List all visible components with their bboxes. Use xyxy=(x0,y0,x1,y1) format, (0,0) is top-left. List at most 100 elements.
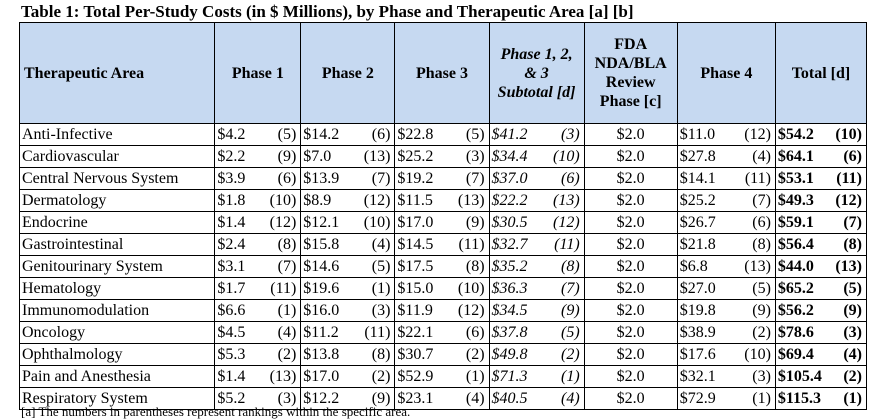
subtotal-cell-content: $30.5 (12) xyxy=(492,213,582,233)
phase-4-cell: $32.1 (3) xyxy=(676,365,776,388)
subtotal-cell-content: $34.4 (10) xyxy=(492,147,582,167)
table-row: Pain and Anesthesia $1.4 (13) $17.0 (2) $52.9… xyxy=(18,365,868,388)
phase-3-value: $19.2 xyxy=(397,169,434,187)
phase-1-cell: $1.4 (13) xyxy=(214,365,302,388)
phase-1-value: $3.1 xyxy=(217,257,246,275)
total-cell: $59.1 (7) xyxy=(774,211,868,234)
phase-3-value: $52.9 xyxy=(397,367,434,385)
subtotal-value: $40.5 xyxy=(491,389,528,407)
subtotal-cell: $41.2 (3) xyxy=(488,123,585,146)
phase-1-cell: $1.8 (10) xyxy=(214,189,302,212)
phase-3-value: $11.5 xyxy=(397,191,433,209)
phase-3-rank: (13) xyxy=(457,191,485,209)
total-cell-content: $69.4 (4) xyxy=(778,345,864,365)
phase-3-cell-content: $25.2 (3) xyxy=(397,147,486,167)
fda-review-cell: $2.0 xyxy=(583,233,678,256)
total-value: $54.2 xyxy=(777,125,814,143)
subtotal-rank: (3) xyxy=(560,125,580,143)
phase-3-cell: $19.2 (7) xyxy=(394,167,490,190)
phase-4-rank: (8) xyxy=(752,235,771,253)
subtotal-cell: $32.7 (11) xyxy=(488,233,585,256)
subtotal-value: $30.5 xyxy=(491,213,528,231)
therapeutic-area-cell: Central Nervous System xyxy=(18,167,216,190)
phase-1-cell: $3.9 (6) xyxy=(214,167,302,190)
phase-4-rank: (12) xyxy=(744,125,771,143)
phase-4-cell-content: $6.8 (13) xyxy=(680,257,773,277)
phase-2-cell-content: $12.1 (10) xyxy=(303,213,392,233)
table-caption: Table 1: Total Per-Study Costs (in $ Mil… xyxy=(21,2,634,21)
phase-4-rank: (4) xyxy=(752,147,771,165)
phase-3-value: $15.0 xyxy=(397,279,434,297)
phase-2-cell-content: $11.2 (11) xyxy=(303,323,392,343)
subtotal-cell: $34.4 (10) xyxy=(488,145,585,168)
phase-4-value: $25.2 xyxy=(679,191,716,209)
fda-review-cell: $2.0 xyxy=(583,123,678,146)
phase-2-value: $11.2 xyxy=(303,323,339,341)
phase-3-cell-content: $52.9 (1) xyxy=(397,367,486,387)
subtotal-rank: (13) xyxy=(552,191,580,209)
phase-1-cell-content: $3.1 (7) xyxy=(217,257,298,277)
phase-3-cell-content: $22.8 (5) xyxy=(397,125,486,145)
total-cell-content: $65.2 (5) xyxy=(778,279,864,299)
phase-1-cell: $1.4 (12) xyxy=(214,211,302,234)
total-cell: $65.2 (5) xyxy=(774,277,868,300)
subtotal-value: $22.2 xyxy=(491,191,528,209)
phase-4-value: $21.8 xyxy=(679,235,716,253)
phase-2-rank: (4) xyxy=(371,235,391,253)
subtotal-cell: $37.0 (6) xyxy=(488,167,585,190)
phase-2-cell-content: $13.9 (7) xyxy=(303,169,392,189)
phase-2-value: $15.8 xyxy=(303,235,340,253)
total-value: $65.2 xyxy=(777,279,814,297)
header-phase-1: Phase 1 xyxy=(214,22,302,124)
phase-4-value: $26.7 xyxy=(679,213,716,231)
phase-4-rank: (13) xyxy=(744,257,771,275)
total-value: $56.2 xyxy=(777,301,814,319)
phase-4-cell: $11.0 (12) xyxy=(676,123,776,146)
phase-4-cell-content: $32.1 (3) xyxy=(680,367,773,387)
phase-3-cell: $22.8 (5) xyxy=(394,123,490,146)
phase-3-rank: (11) xyxy=(458,235,485,253)
therapeutic-area-cell: Cardiovascular xyxy=(18,145,216,168)
phase-1-cell-content: $4.5 (4) xyxy=(217,323,298,343)
header-fda-line-4: Phase [c] xyxy=(599,93,662,110)
subtotal-cell: $30.5 (12) xyxy=(488,211,585,234)
phase-4-rank: (9) xyxy=(752,301,771,319)
table-row: Gastrointestinal $2.4 (8) $15.8 (4) $14.5 (11)… xyxy=(18,233,868,256)
phase-2-cell: $14.6 (5) xyxy=(300,255,396,278)
phase-1-cell: $4.2 (5) xyxy=(214,123,302,146)
total-rank: (8) xyxy=(843,235,862,253)
subtotal-cell-content: $41.2 (3) xyxy=(492,125,582,145)
phase-3-cell-content: $19.2 (7) xyxy=(397,169,486,189)
phase-1-cell: $5.3 (2) xyxy=(214,343,302,366)
phase-2-rank: (2) xyxy=(371,367,391,385)
phase-1-cell-content: $1.8 (10) xyxy=(217,191,298,211)
subtotal-rank: (2) xyxy=(560,345,580,363)
phase-1-value: $3.9 xyxy=(217,169,246,187)
phase-2-cell: $13.9 (7) xyxy=(300,167,396,190)
phase-1-cell-content: $5.2 (3) xyxy=(217,389,298,409)
phase-1-rank: (6) xyxy=(277,169,297,187)
total-cell: $69.4 (4) xyxy=(774,343,868,366)
phase-3-cell: $52.9 (1) xyxy=(394,365,490,388)
phase-2-cell-content: $14.6 (5) xyxy=(303,257,392,277)
phase-2-cell: $16.0 (3) xyxy=(300,299,396,322)
total-cell-content: $115.3 (1) xyxy=(778,389,864,409)
fda-review-cell: $2.0 xyxy=(583,189,678,212)
phase-3-rank: (7) xyxy=(465,169,485,187)
subtotal-rank: (12) xyxy=(552,213,580,231)
phase-3-cell: $15.0 (10) xyxy=(394,277,490,300)
phase-2-cell: $13.8 (8) xyxy=(300,343,396,366)
phase-3-cell: $30.7 (2) xyxy=(394,343,490,366)
phase-1-rank: (2) xyxy=(277,345,297,363)
total-cell-content: $53.1 (11) xyxy=(778,169,864,189)
therapeutic-area-cell: Genitourinary System xyxy=(18,255,216,278)
subtotal-value: $36.3 xyxy=(491,279,528,297)
total-cell-content: $105.4 (2) xyxy=(778,367,864,387)
phase-3-value: $22.1 xyxy=(397,323,434,341)
phase-4-rank: (1) xyxy=(752,389,771,407)
total-rank: (11) xyxy=(836,169,862,187)
phase-2-rank: (11) xyxy=(364,323,391,341)
phase-3-value: $30.7 xyxy=(397,345,434,363)
header-subtotal-line-3: Subtotal [d] xyxy=(497,83,576,101)
phase-2-cell-content: $16.0 (3) xyxy=(303,301,392,321)
